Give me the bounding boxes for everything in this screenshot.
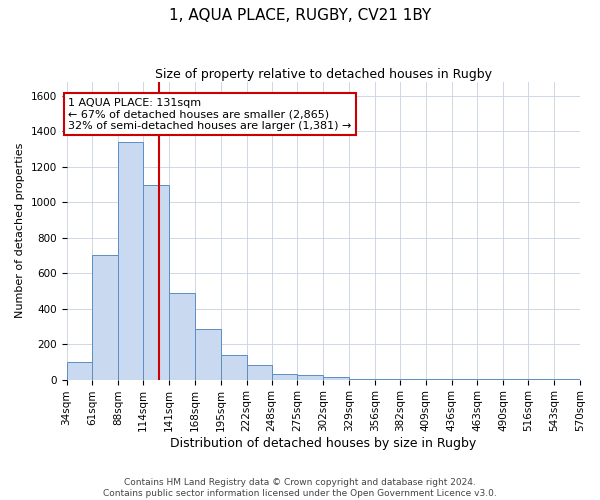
Text: 1, AQUA PLACE, RUGBY, CV21 1BY: 1, AQUA PLACE, RUGBY, CV21 1BY <box>169 8 431 22</box>
Bar <box>503 378 528 380</box>
Bar <box>247 366 272 380</box>
Bar <box>143 184 169 380</box>
Bar <box>426 378 452 380</box>
Bar <box>221 355 247 380</box>
Bar <box>67 362 92 380</box>
Text: Contains HM Land Registry data © Crown copyright and database right 2024.
Contai: Contains HM Land Registry data © Crown c… <box>103 478 497 498</box>
Bar <box>272 374 298 380</box>
Y-axis label: Number of detached properties: Number of detached properties <box>15 143 25 318</box>
Bar <box>400 378 426 380</box>
Bar <box>323 377 349 380</box>
Bar <box>298 375 323 380</box>
X-axis label: Distribution of detached houses by size in Rugby: Distribution of detached houses by size … <box>170 437 476 450</box>
Bar <box>554 378 580 380</box>
Bar <box>452 378 478 380</box>
Bar <box>92 256 118 380</box>
Bar <box>349 378 375 380</box>
Bar <box>118 142 143 380</box>
Bar <box>375 378 400 380</box>
Bar <box>478 378 503 380</box>
Title: Size of property relative to detached houses in Rugby: Size of property relative to detached ho… <box>155 68 492 80</box>
Text: 1 AQUA PLACE: 131sqm
← 67% of detached houses are smaller (2,865)
32% of semi-de: 1 AQUA PLACE: 131sqm ← 67% of detached h… <box>68 98 352 131</box>
Bar <box>528 378 554 380</box>
Bar <box>169 292 195 380</box>
Bar <box>195 329 221 380</box>
